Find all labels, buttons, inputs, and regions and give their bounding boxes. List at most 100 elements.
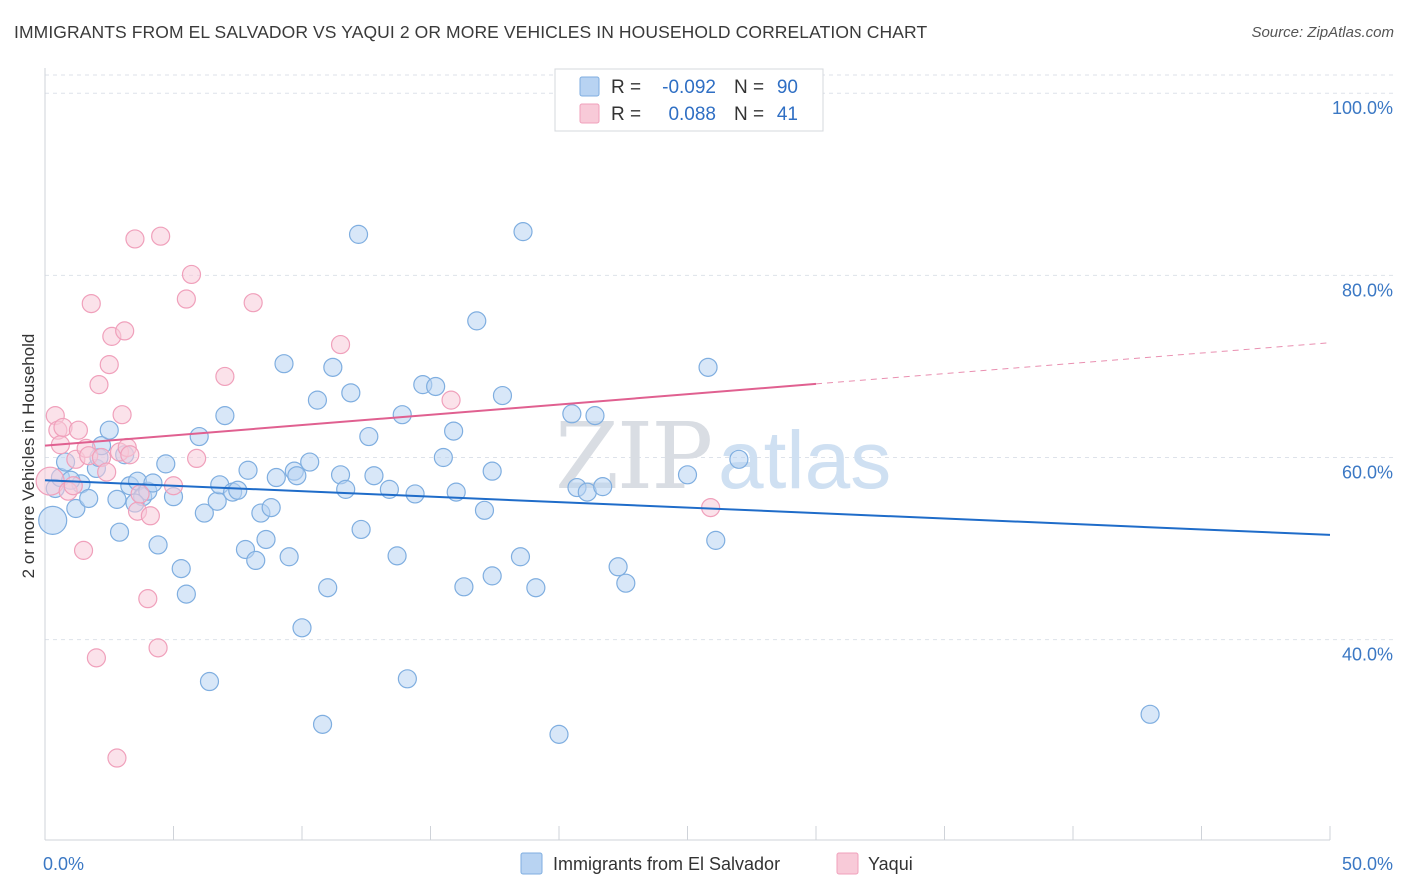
y-tick-label-3: 40.0% — [1342, 645, 1393, 665]
stats-r-label-1: R = — [611, 77, 641, 98]
point-el-salvador-50 — [341, 383, 361, 403]
trend-line-el-salvador — [44, 479, 1331, 536]
point-el-salvador-68 — [482, 461, 502, 481]
stats-n-label-1: N = — [734, 77, 764, 98]
point-el-salvador-83 — [698, 357, 718, 377]
point-yaqui-23 — [120, 445, 140, 465]
point-el-salvador-26 — [199, 671, 220, 692]
point-yaqui-31 — [176, 289, 196, 309]
point-el-salvador-74 — [549, 724, 569, 744]
point-el-salvador-42 — [292, 618, 312, 638]
point-el-salvador-61 — [426, 376, 446, 397]
point-el-salvador-85 — [729, 449, 749, 469]
stats-r-label-2: R = — [611, 104, 641, 125]
stats-swatch-blue — [579, 76, 600, 97]
point-yaqui-32 — [181, 264, 202, 285]
point-yaqui-20 — [112, 405, 132, 425]
legend-swatch-yaqui — [836, 852, 859, 875]
point-yaqui-33 — [187, 448, 207, 469]
point-el-salvador-6 — [79, 488, 99, 509]
point-el-salvador-23 — [176, 584, 196, 604]
trend-line-yaqui-extension — [815, 342, 1331, 385]
point-el-salvador-25 — [194, 503, 214, 523]
stats-n-label-2: N = — [734, 104, 764, 125]
point-el-salvador-10 — [99, 420, 119, 440]
point-el-salvador-47 — [323, 357, 343, 377]
point-el-salvador-67 — [474, 500, 495, 520]
point-el-salvador-63 — [444, 421, 464, 441]
point-el-salvador-62 — [433, 447, 453, 468]
point-el-salvador-52 — [351, 519, 371, 540]
point-el-salvador-89 — [287, 466, 307, 486]
point-yaqui-36 — [330, 334, 351, 355]
point-el-salvador-51 — [348, 224, 369, 244]
point-el-salvador-65 — [454, 577, 474, 597]
point-el-salvador-56 — [387, 546, 407, 566]
source-label: Source: ZipAtlas.com — [1251, 24, 1394, 41]
point-el-salvador-29 — [215, 406, 235, 426]
stats-n-value-2: 41 — [777, 104, 798, 125]
point-el-salvador-4 — [66, 498, 86, 519]
point-el-salvador-49 — [336, 479, 356, 499]
point-el-salvador-70 — [492, 385, 513, 406]
point-el-salvador-31 — [228, 480, 248, 500]
point-el-salvador-33 — [238, 460, 258, 480]
point-el-salvador-73 — [526, 578, 546, 598]
legend-swatch-el-salvador — [520, 852, 543, 875]
point-el-salvador-19 — [148, 535, 168, 555]
point-el-salvador-79 — [593, 477, 613, 497]
stats-r-value-2: 0.088 — [668, 104, 716, 125]
stats-n-value-1: 90 — [777, 77, 798, 98]
point-el-salvador-12 — [109, 522, 130, 542]
point-el-salvador-72 — [513, 222, 533, 242]
x-tick-label-max: 50.0% — [1342, 854, 1393, 874]
point-el-salvador-66 — [467, 311, 487, 331]
point-el-salvador-22 — [171, 559, 191, 579]
point-el-salvador-58 — [397, 669, 417, 689]
trend-lines — [44, 342, 1331, 536]
point-el-salvador-46 — [318, 578, 338, 598]
y-tick-label-2: 60.0% — [1342, 463, 1393, 483]
point-el-salvador-45 — [312, 714, 333, 734]
point-yaqui-21 — [115, 321, 135, 341]
point-yaqui-16 — [99, 355, 119, 375]
point-yaqui-39 — [130, 484, 150, 504]
point-yaqui-37 — [441, 390, 461, 410]
point-yaqui-11 — [81, 293, 101, 314]
point-el-salvador-18 — [143, 473, 163, 493]
point-yaqui-28 — [148, 638, 168, 658]
point-el-salvador-36 — [256, 529, 276, 550]
point-el-salvador-0 — [38, 505, 68, 535]
axes — [44, 68, 1331, 841]
point-yaqui-27 — [140, 506, 160, 526]
legend-label-el-salvador: Immigrants from El Salvador — [553, 854, 780, 874]
series-el-salvador-points — [38, 222, 1160, 744]
y-tick-label-1: 80.0% — [1342, 280, 1393, 300]
point-yaqui-24 — [125, 229, 145, 249]
point-el-salvador-82 — [677, 465, 698, 485]
point-el-salvador-69 — [482, 566, 502, 586]
point-el-salvador-24 — [189, 426, 209, 447]
y-tick-label-0: 100.0% — [1332, 98, 1393, 118]
stats-legend-box: R = -0.092 N = 90 R = 0.088 N = 41 — [554, 68, 824, 132]
point-el-salvador-20 — [156, 454, 176, 474]
point-el-salvador-86 — [1140, 704, 1160, 724]
series-yaqui-points — [35, 226, 721, 768]
tick-labels: 100.0% 80.0% 60.0% 40.0% 0.0% 50.0% — [43, 98, 1393, 874]
point-yaqui-15 — [97, 462, 117, 482]
point-el-salvador-44 — [307, 390, 328, 410]
stats-swatch-pink — [579, 103, 600, 124]
y-axis-label: 2 or more Vehicles in Household — [19, 334, 38, 579]
point-el-salvador-53 — [359, 426, 379, 447]
point-el-salvador-39 — [274, 354, 294, 374]
point-el-salvador-43 — [300, 452, 320, 472]
point-el-salvador-34 — [246, 550, 266, 571]
point-el-salvador-71 — [510, 547, 531, 567]
x-tick-label-min: 0.0% — [43, 854, 84, 874]
legend-label-yaqui: Yaqui — [868, 854, 913, 874]
point-el-salvador-75 — [562, 404, 582, 424]
point-el-salvador-78 — [585, 406, 605, 426]
point-el-salvador-81 — [616, 573, 636, 593]
point-yaqui-13 — [89, 375, 109, 395]
